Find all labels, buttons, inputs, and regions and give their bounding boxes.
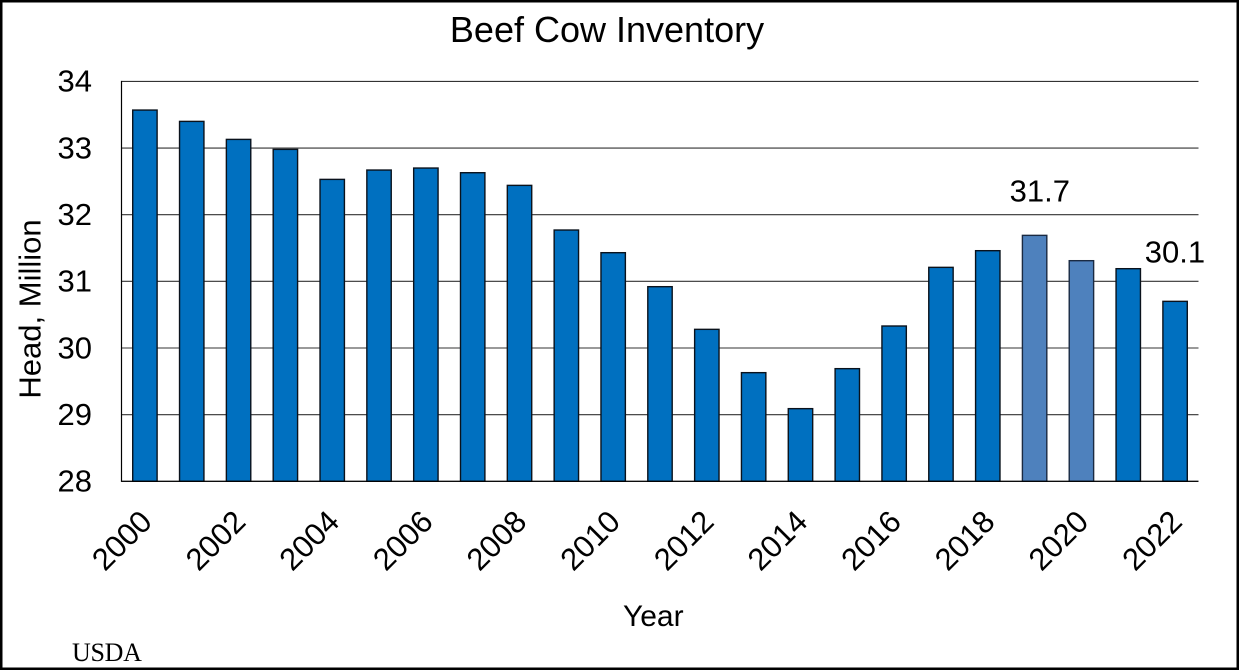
svg-text:28: 28 — [58, 464, 92, 499]
svg-text:30.1: 30.1 — [1145, 234, 1205, 269]
svg-text:34: 34 — [58, 64, 92, 99]
svg-text:29: 29 — [58, 397, 92, 432]
svg-text:Head, Million: Head, Million — [13, 219, 48, 398]
svg-text:30: 30 — [58, 330, 92, 365]
svg-text:Beef Cow Inventory: Beef Cow Inventory — [450, 9, 764, 50]
svg-text:Year: Year — [623, 600, 684, 633]
svg-text:33: 33 — [58, 130, 92, 165]
svg-text:USDA: USDA — [72, 638, 142, 667]
svg-text:31: 31 — [58, 264, 92, 299]
svg-text:31.7: 31.7 — [1010, 173, 1070, 208]
svg-text:32: 32 — [58, 197, 92, 232]
